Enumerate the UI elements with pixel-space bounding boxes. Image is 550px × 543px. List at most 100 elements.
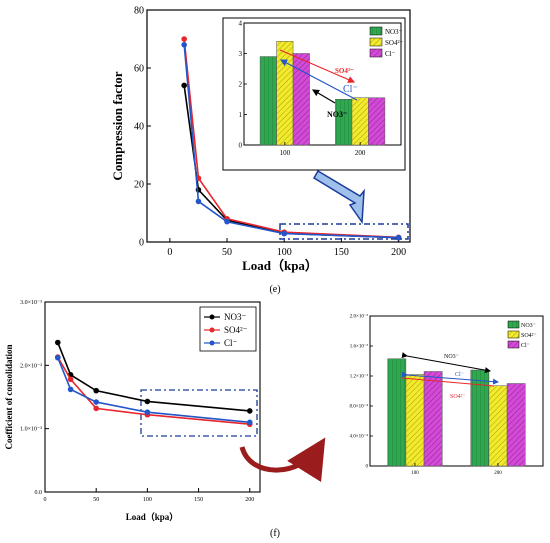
y-tick-label-2-0-10: 2.0×10⁻³: [20, 363, 42, 369]
y-tick-label-20: 20: [134, 179, 144, 190]
x-tick-label-200: 200: [391, 247, 406, 258]
data-point-so4: [93, 405, 99, 412]
annotation-arrow-no3: [311, 89, 336, 104]
x-tick-label-200: 200: [355, 149, 366, 157]
data-point-so4: [181, 36, 187, 42]
x-tick-label-100: 100: [280, 149, 291, 157]
annotation-arrow-cl: [279, 59, 358, 101]
y-tick-label-80: 80: [134, 5, 144, 16]
y-tick-label-1: 1: [239, 111, 243, 119]
legend-label-cl: Cl⁻: [521, 343, 530, 349]
x-tick-label-50: 50: [93, 497, 99, 503]
panel-f-legend: NO3⁻ SO4²⁻ Cl⁻: [199, 306, 257, 352]
bar-no3-200: [335, 99, 353, 146]
x-tick-label-200: 200: [245, 497, 254, 503]
panel-f-inset: 0 4.0×10⁻⁴ 8.0×10⁻⁴ 1.2×10⁻³ 1.6×10⁻³ 2.0×10⁻…: [350, 314, 544, 476]
panel-f-caption: (f): [270, 528, 280, 539]
legend-label-so4: SO4²⁻: [521, 333, 537, 339]
y-tick-label-1-6-10: 1.6×10⁻³: [350, 344, 369, 350]
panel-f-x-ticks: 0 50 100 150 200: [44, 488, 254, 503]
legend-label-cl: Cl⁻: [385, 50, 396, 58]
panel-e-inset-x-ticks: 100 200: [280, 142, 366, 157]
annotation-label-so4: SO4²⁻: [450, 394, 466, 400]
bar-no3-100: [259, 56, 277, 146]
data-point-cl: [281, 230, 288, 237]
panel-f-inset-y-ticks: 0 4.0×10⁻⁴ 8.0×10⁻⁴ 1.2×10⁻³ 1.6×10⁻³ 2.0×10⁻…: [350, 314, 373, 470]
zoom-curve-arrow: [239, 437, 326, 483]
legend-label-so4: SO4²⁻: [385, 39, 404, 47]
y-tick-label-60: 60: [134, 63, 144, 74]
panel-f-inset-legend: NO3⁻ SO4²⁻ Cl⁻: [507, 320, 537, 349]
panel-f-inset-annotations: NO3⁻ Cl⁻ SO4²⁻: [401, 352, 499, 400]
x-tick-label-150: 150: [334, 247, 349, 258]
bar-so4-100: [276, 41, 294, 146]
data-point-cl: [67, 386, 74, 393]
legend-marker-cl: [209, 340, 215, 346]
annotation-label-so4: SO4²⁻: [335, 67, 354, 75]
data-point-cl: [395, 234, 402, 241]
x-tick-label-100: 100: [411, 471, 419, 476]
annotation-label-cl: Cl⁻: [455, 372, 464, 378]
panel-e-inset-annotations: SO4²⁻ Cl⁻ NO3⁻: [279, 49, 358, 119]
y-tick-label-2-0-10: 2.0×10⁻³: [350, 314, 369, 320]
legend-label-cl: Cl⁻: [224, 338, 238, 348]
y-tick-label-3: 3: [239, 50, 243, 58]
series-line-so4: [57, 356, 250, 426]
panel-f: 0 50 100 150 200 0.0 1.0×10⁻³ 2.0×10⁻³ 3.0×10⁻³…: [4, 300, 544, 539]
data-point-cl: [54, 354, 61, 361]
panel-e-y-axis-label: Compression factor: [110, 71, 125, 180]
data-point-no3: [246, 408, 253, 414]
panel-f-y-axis-label: Coefficient of consolidation: [4, 345, 14, 450]
panel-e-inset-legend: NO3⁻ SO4²⁻ Cl⁻: [369, 26, 404, 58]
data-point-so4: [67, 376, 74, 383]
panel-f-x-axis-label: Load（kpa）: [126, 512, 179, 522]
data-point-cl: [181, 42, 187, 48]
bar-so4-200: [351, 97, 369, 146]
data-point-cl: [93, 399, 99, 405]
y-tick-label-4-0-10: 4.0×10⁻⁴: [350, 434, 369, 440]
annotation-label-no3: NO3⁻: [444, 354, 459, 360]
data-point-no3: [144, 398, 151, 405]
data-point-cl: [195, 198, 202, 205]
x-tick-label-0: 0: [167, 247, 172, 258]
bar-so4-200: [488, 385, 508, 467]
panel-e-inset-bars: [259, 41, 386, 146]
bar-no3-100: [387, 358, 407, 467]
panel-e-series: [181, 36, 402, 241]
legend-swatch-so4: [369, 37, 383, 47]
bar-cl-100: [423, 371, 443, 467]
data-point-no3: [181, 82, 187, 89]
annotation-arrow-no3: [401, 352, 491, 374]
y-tick-label-4: 4: [239, 19, 243, 27]
panel-e-x-axis-label: Load（kpa）: [242, 258, 318, 273]
panel-e-inset-y-ticks: 0 1 2 3 4: [239, 19, 247, 149]
y-tick-label-8-0-10: 8.0×10⁻⁴: [350, 404, 369, 410]
x-tick-label-100: 100: [277, 247, 292, 258]
y-tick-label-1-0-10: 1.0×10⁻³: [20, 427, 42, 433]
y-tick-label-0-0: 0.0: [35, 490, 43, 496]
bar-so4-100: [405, 374, 425, 467]
legend-marker-so4: [209, 327, 215, 333]
y-tick-label-0: 0: [139, 237, 144, 248]
panel-f-inset-plot-frame: [369, 315, 544, 467]
series-line-no3: [57, 342, 250, 412]
legend-swatch-no3: [507, 320, 520, 329]
bar-cl-200: [368, 97, 386, 146]
panel-e-inset: 0 1 2 3 4 100 200 NO3⁻ SO4²⁻ Cl⁻ SO4²⁻ Cl⁻ NO…: [222, 17, 406, 171]
annotation-arrow-cl: [401, 371, 499, 385]
y-tick-label-2: 2: [239, 80, 243, 88]
legend-label-no3: NO3⁻: [224, 312, 246, 322]
y-tick-label-0: 0: [239, 141, 243, 149]
annotation-arrow-so4: [401, 377, 495, 387]
bar-cl-100: [292, 53, 310, 146]
panel-e-caption: (e): [269, 284, 280, 295]
legend-label-so4: SO4²⁻: [224, 325, 248, 335]
panel-f-series: [54, 339, 253, 428]
legend-label-no3: NO3⁻: [521, 323, 536, 329]
y-tick-label-40: 40: [134, 121, 144, 132]
data-point-no3: [54, 339, 61, 346]
panel-f-legend-frame: [199, 306, 257, 352]
x-tick-label-0: 0: [44, 497, 47, 503]
